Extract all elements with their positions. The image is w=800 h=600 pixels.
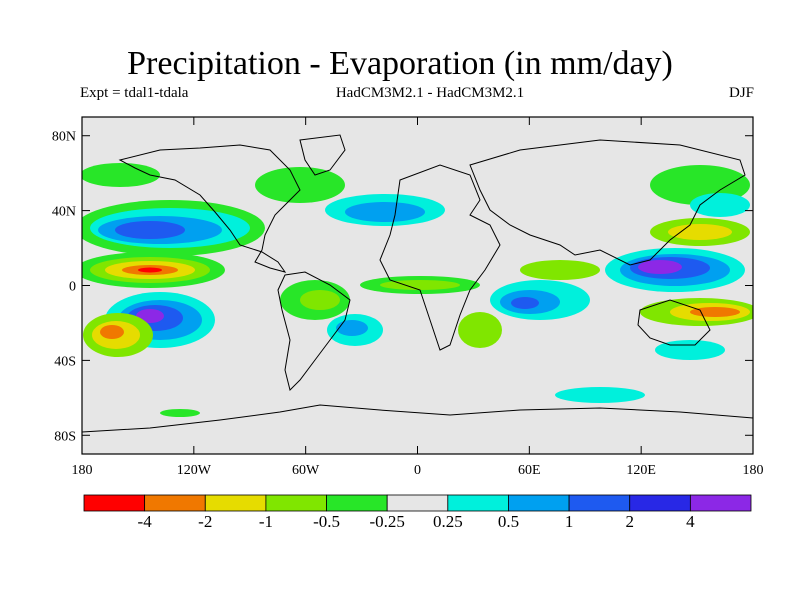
field-patch bbox=[690, 193, 750, 217]
colorbar-label: 4 bbox=[686, 512, 695, 531]
coastline-north-america bbox=[118, 144, 301, 273]
lat-tick-label: 40N bbox=[52, 205, 76, 220]
lon-tick-label: 120E bbox=[626, 463, 656, 478]
lon-tick-label: 120W bbox=[177, 463, 212, 478]
field-patch bbox=[160, 409, 200, 417]
field-patch bbox=[380, 280, 460, 290]
model-label: HadCM3M2.1 - HadCM3M2.1 bbox=[335, 85, 525, 101]
field-patch bbox=[115, 221, 185, 239]
colorbar-swatch bbox=[568, 494, 631, 512]
colorbar-label: -2 bbox=[198, 512, 213, 531]
field-patch bbox=[136, 309, 164, 323]
field-patch bbox=[511, 297, 539, 309]
field-patch bbox=[555, 387, 645, 403]
coastline-australia bbox=[637, 299, 711, 346]
field-patch bbox=[690, 307, 740, 317]
field-patch bbox=[255, 167, 345, 203]
coastline-antarctica bbox=[82, 404, 753, 433]
colorbar-swatch bbox=[265, 494, 327, 512]
colorbar-label: 0.5 bbox=[497, 512, 520, 531]
coastline-south-america bbox=[277, 271, 351, 391]
lat-tick-label: 80S bbox=[54, 429, 76, 444]
colorbar-swatch bbox=[508, 494, 570, 512]
precip-field bbox=[82, 163, 753, 417]
colorbar-label: 0.25 bbox=[432, 512, 463, 531]
colorbar-label: -4 bbox=[137, 512, 152, 531]
colorbar-label: 2 bbox=[625, 512, 634, 531]
page-title: Precipitation - Evaporation (in mm/day) bbox=[127, 45, 673, 82]
season-label: DJF bbox=[728, 85, 754, 101]
field-patch bbox=[336, 320, 368, 336]
experiment-label: Expt = tdal1-tdala bbox=[80, 85, 189, 101]
lat-tick-label: 0 bbox=[69, 280, 76, 295]
lon-tick-label: 0 bbox=[414, 463, 421, 478]
colorbar-swatch bbox=[204, 494, 267, 512]
field-patch bbox=[638, 260, 682, 274]
colorbar-swatch bbox=[386, 494, 449, 512]
field-patch bbox=[345, 202, 425, 222]
lat-tick-label: 40S bbox=[54, 354, 76, 369]
lon-tick-label: 180 bbox=[743, 463, 764, 478]
colorbar bbox=[83, 494, 752, 512]
coastline-asia bbox=[469, 139, 746, 266]
lat-tick-label: 80N bbox=[52, 130, 76, 145]
coastline-greenland bbox=[299, 134, 346, 176]
colorbar-swatch bbox=[447, 494, 509, 512]
colorbar-swatch bbox=[689, 494, 752, 512]
colorbar-swatch bbox=[83, 494, 146, 512]
coastlines bbox=[82, 134, 753, 433]
colorbar-label: -0.25 bbox=[369, 512, 405, 531]
lon-tick-label: 60W bbox=[292, 463, 320, 478]
coastline-africa-europe bbox=[379, 164, 501, 351]
field-patch bbox=[458, 312, 502, 348]
colorbar-swatch bbox=[144, 494, 206, 512]
lon-tick-label: 180 bbox=[72, 463, 93, 478]
colorbar-label: 1 bbox=[564, 512, 574, 531]
colorbar-label: -0.5 bbox=[313, 512, 340, 531]
field-patch bbox=[300, 290, 340, 310]
field-patch bbox=[668, 224, 732, 240]
colorbar-swatch bbox=[326, 494, 388, 512]
lon-tick-label: 60E bbox=[518, 463, 541, 478]
field-patch bbox=[100, 325, 124, 339]
map-ticks: 80N 40N 0 40S 80S 180 120W 60W 0 60E 120E 180 bbox=[52, 117, 764, 478]
colorbar-label: -1 bbox=[258, 512, 273, 531]
colorbar-swatch bbox=[629, 494, 691, 512]
field-patch bbox=[520, 260, 600, 280]
field-patch bbox=[138, 267, 162, 273]
field-patch bbox=[82, 163, 160, 187]
